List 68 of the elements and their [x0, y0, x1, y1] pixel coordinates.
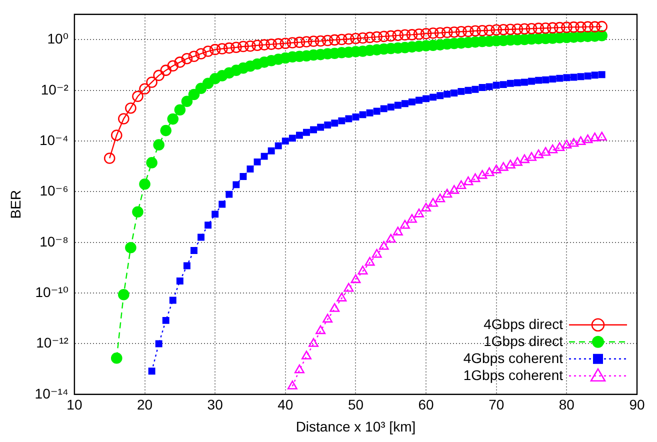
- point: [294, 364, 304, 374]
- x-tick-label: 90: [629, 396, 645, 413]
- x-tick-label: 70: [488, 396, 504, 413]
- point: [526, 152, 536, 161]
- y-tick-label: 10⁻²: [40, 81, 69, 98]
- x-tick-label: 50: [348, 396, 364, 413]
- point: [463, 176, 474, 186]
- point: [344, 282, 354, 292]
- y-tick-label: 10⁻¹⁰: [35, 284, 69, 300]
- point: [308, 338, 319, 347]
- point: [442, 188, 452, 198]
- y-tick-label: 10⁻¹⁴: [34, 385, 68, 402]
- point: [512, 157, 522, 166]
- point: [400, 220, 410, 229]
- point: [435, 193, 446, 202]
- y-axis-title: BER: [7, 190, 24, 219]
- point: [491, 164, 502, 174]
- point: [392, 226, 403, 236]
- y-tick-label: 10⁰: [47, 30, 69, 47]
- point: [470, 173, 480, 182]
- y-tick-label: 10⁻⁸: [40, 233, 69, 250]
- point: [386, 234, 396, 243]
- point: [322, 314, 333, 323]
- point: [568, 138, 579, 147]
- point: [414, 208, 424, 218]
- x-tick-label: 30: [207, 396, 224, 413]
- x-tick-label: 80: [558, 396, 575, 413]
- point: [477, 170, 488, 179]
- point: [576, 136, 586, 146]
- point: [287, 380, 298, 390]
- point: [596, 132, 607, 141]
- point: [350, 274, 361, 284]
- point: [484, 167, 494, 176]
- point: [449, 185, 460, 194]
- legend-label: 1Gbps direct: [484, 332, 564, 349]
- point: [364, 256, 375, 266]
- y-tick-label: 10⁻⁴: [39, 132, 68, 148]
- x-axis-title: Distance x 10³ [km]: [296, 418, 416, 434]
- point: [330, 303, 340, 312]
- point: [562, 140, 572, 148]
- x-tick-label: 40: [278, 396, 294, 413]
- point: [316, 325, 326, 334]
- point: [520, 154, 530, 164]
- point: [498, 162, 508, 171]
- x-tick-label: 10: [66, 396, 82, 413]
- point: [582, 134, 593, 144]
- point: [540, 146, 551, 156]
- point: [372, 248, 382, 258]
- legend-label: 4Gbps direct: [484, 316, 564, 332]
- point: [548, 144, 558, 154]
- y-tick-label: 10⁻¹²: [36, 334, 69, 351]
- point: [456, 180, 466, 190]
- point: [505, 160, 516, 168]
- point: [336, 292, 347, 302]
- y-tick-label: 10⁻⁶: [40, 182, 68, 199]
- point: [406, 214, 417, 223]
- legend-label: 4Gbps coherent: [463, 350, 564, 366]
- point: [421, 202, 432, 212]
- point: [302, 350, 312, 360]
- point: [378, 240, 389, 250]
- point: [590, 132, 600, 142]
- legend-label: 1Gbps coherent: [463, 366, 564, 383]
- point: [358, 266, 368, 274]
- point: [554, 142, 565, 151]
- x-tick-label: 60: [418, 396, 434, 413]
- x-tick-label: 20: [136, 396, 153, 413]
- point: [428, 198, 438, 207]
- point: [534, 149, 544, 158]
